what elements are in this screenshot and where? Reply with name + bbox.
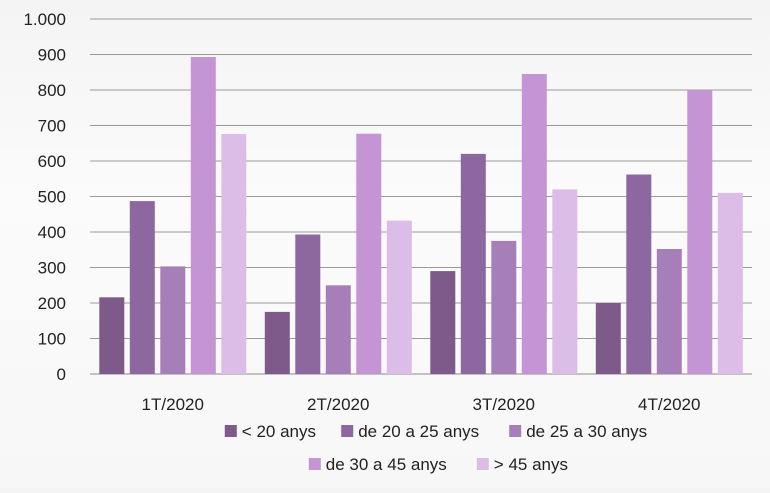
- bar: [656, 249, 682, 374]
- x-category-label: 3T/2020: [473, 395, 535, 414]
- legend: < 20 anys de 20 a 25 anys de 25 a 30 anys d…: [224, 422, 647, 474]
- y-tick-label: 400: [38, 223, 66, 242]
- bar: [99, 297, 125, 374]
- legend-swatch: [341, 425, 354, 437]
- x-axis-categories: 1T/2020 2T/2020 3T/2020 4T/2020: [142, 395, 701, 414]
- x-category-label: 1T/2020: [142, 395, 204, 414]
- legend-item: de 20 a 25 anys: [341, 422, 479, 441]
- y-tick-label: 700: [38, 117, 66, 136]
- y-tick-label: 200: [38, 294, 66, 313]
- y-tick-label: 300: [38, 259, 66, 278]
- bar: [521, 74, 547, 374]
- bar: [552, 189, 578, 374]
- x-category-label: 2T/2020: [307, 395, 369, 414]
- x-category-label: 4T/2020: [638, 395, 700, 414]
- bar: [626, 174, 652, 374]
- legend-item: < 20 anys: [224, 422, 316, 441]
- y-tick-label: 1.000: [23, 10, 66, 29]
- bar: [386, 220, 412, 374]
- legend-label: de 30 a 45 anys: [326, 455, 447, 474]
- bars: [99, 57, 743, 375]
- gridlines: [90, 18, 752, 375]
- bar: [491, 240, 517, 374]
- legend-label: > 45 anys: [494, 455, 568, 474]
- y-tick-label: 100: [38, 330, 66, 349]
- bar: [129, 201, 155, 374]
- bar: [325, 285, 351, 375]
- y-tick-label: 800: [38, 81, 66, 100]
- bar: [295, 234, 321, 374]
- y-tick-label: 500: [38, 188, 66, 207]
- bar: [687, 90, 713, 374]
- legend-swatch: [308, 458, 321, 470]
- legend-swatch: [509, 425, 522, 437]
- legend-item: de 25 a 30 anys: [509, 422, 647, 441]
- bar: [595, 303, 621, 374]
- bar: [717, 192, 743, 374]
- legend-swatch: [476, 458, 489, 470]
- y-axis-ticks: 0 100 200 300 400 500 600 700 800 900 1.000: [23, 10, 66, 384]
- bar: [430, 271, 456, 374]
- legend-item: de 30 a 45 anys: [308, 455, 447, 474]
- bar: [460, 153, 486, 374]
- y-tick-label: 600: [38, 152, 66, 171]
- bar: [190, 57, 216, 374]
- bar: [264, 311, 290, 374]
- legend-swatch: [224, 425, 237, 437]
- legend-item: > 45 anys: [476, 455, 568, 474]
- y-tick-label: 900: [38, 46, 66, 65]
- y-tick-label: 0: [57, 365, 66, 384]
- bar: [356, 133, 382, 374]
- legend-label: de 25 a 30 anys: [526, 422, 647, 441]
- legend-label: de 20 a 25 anys: [358, 422, 479, 441]
- bar: [221, 134, 247, 374]
- bar: [160, 266, 186, 374]
- legend-label: < 20 anys: [242, 422, 316, 441]
